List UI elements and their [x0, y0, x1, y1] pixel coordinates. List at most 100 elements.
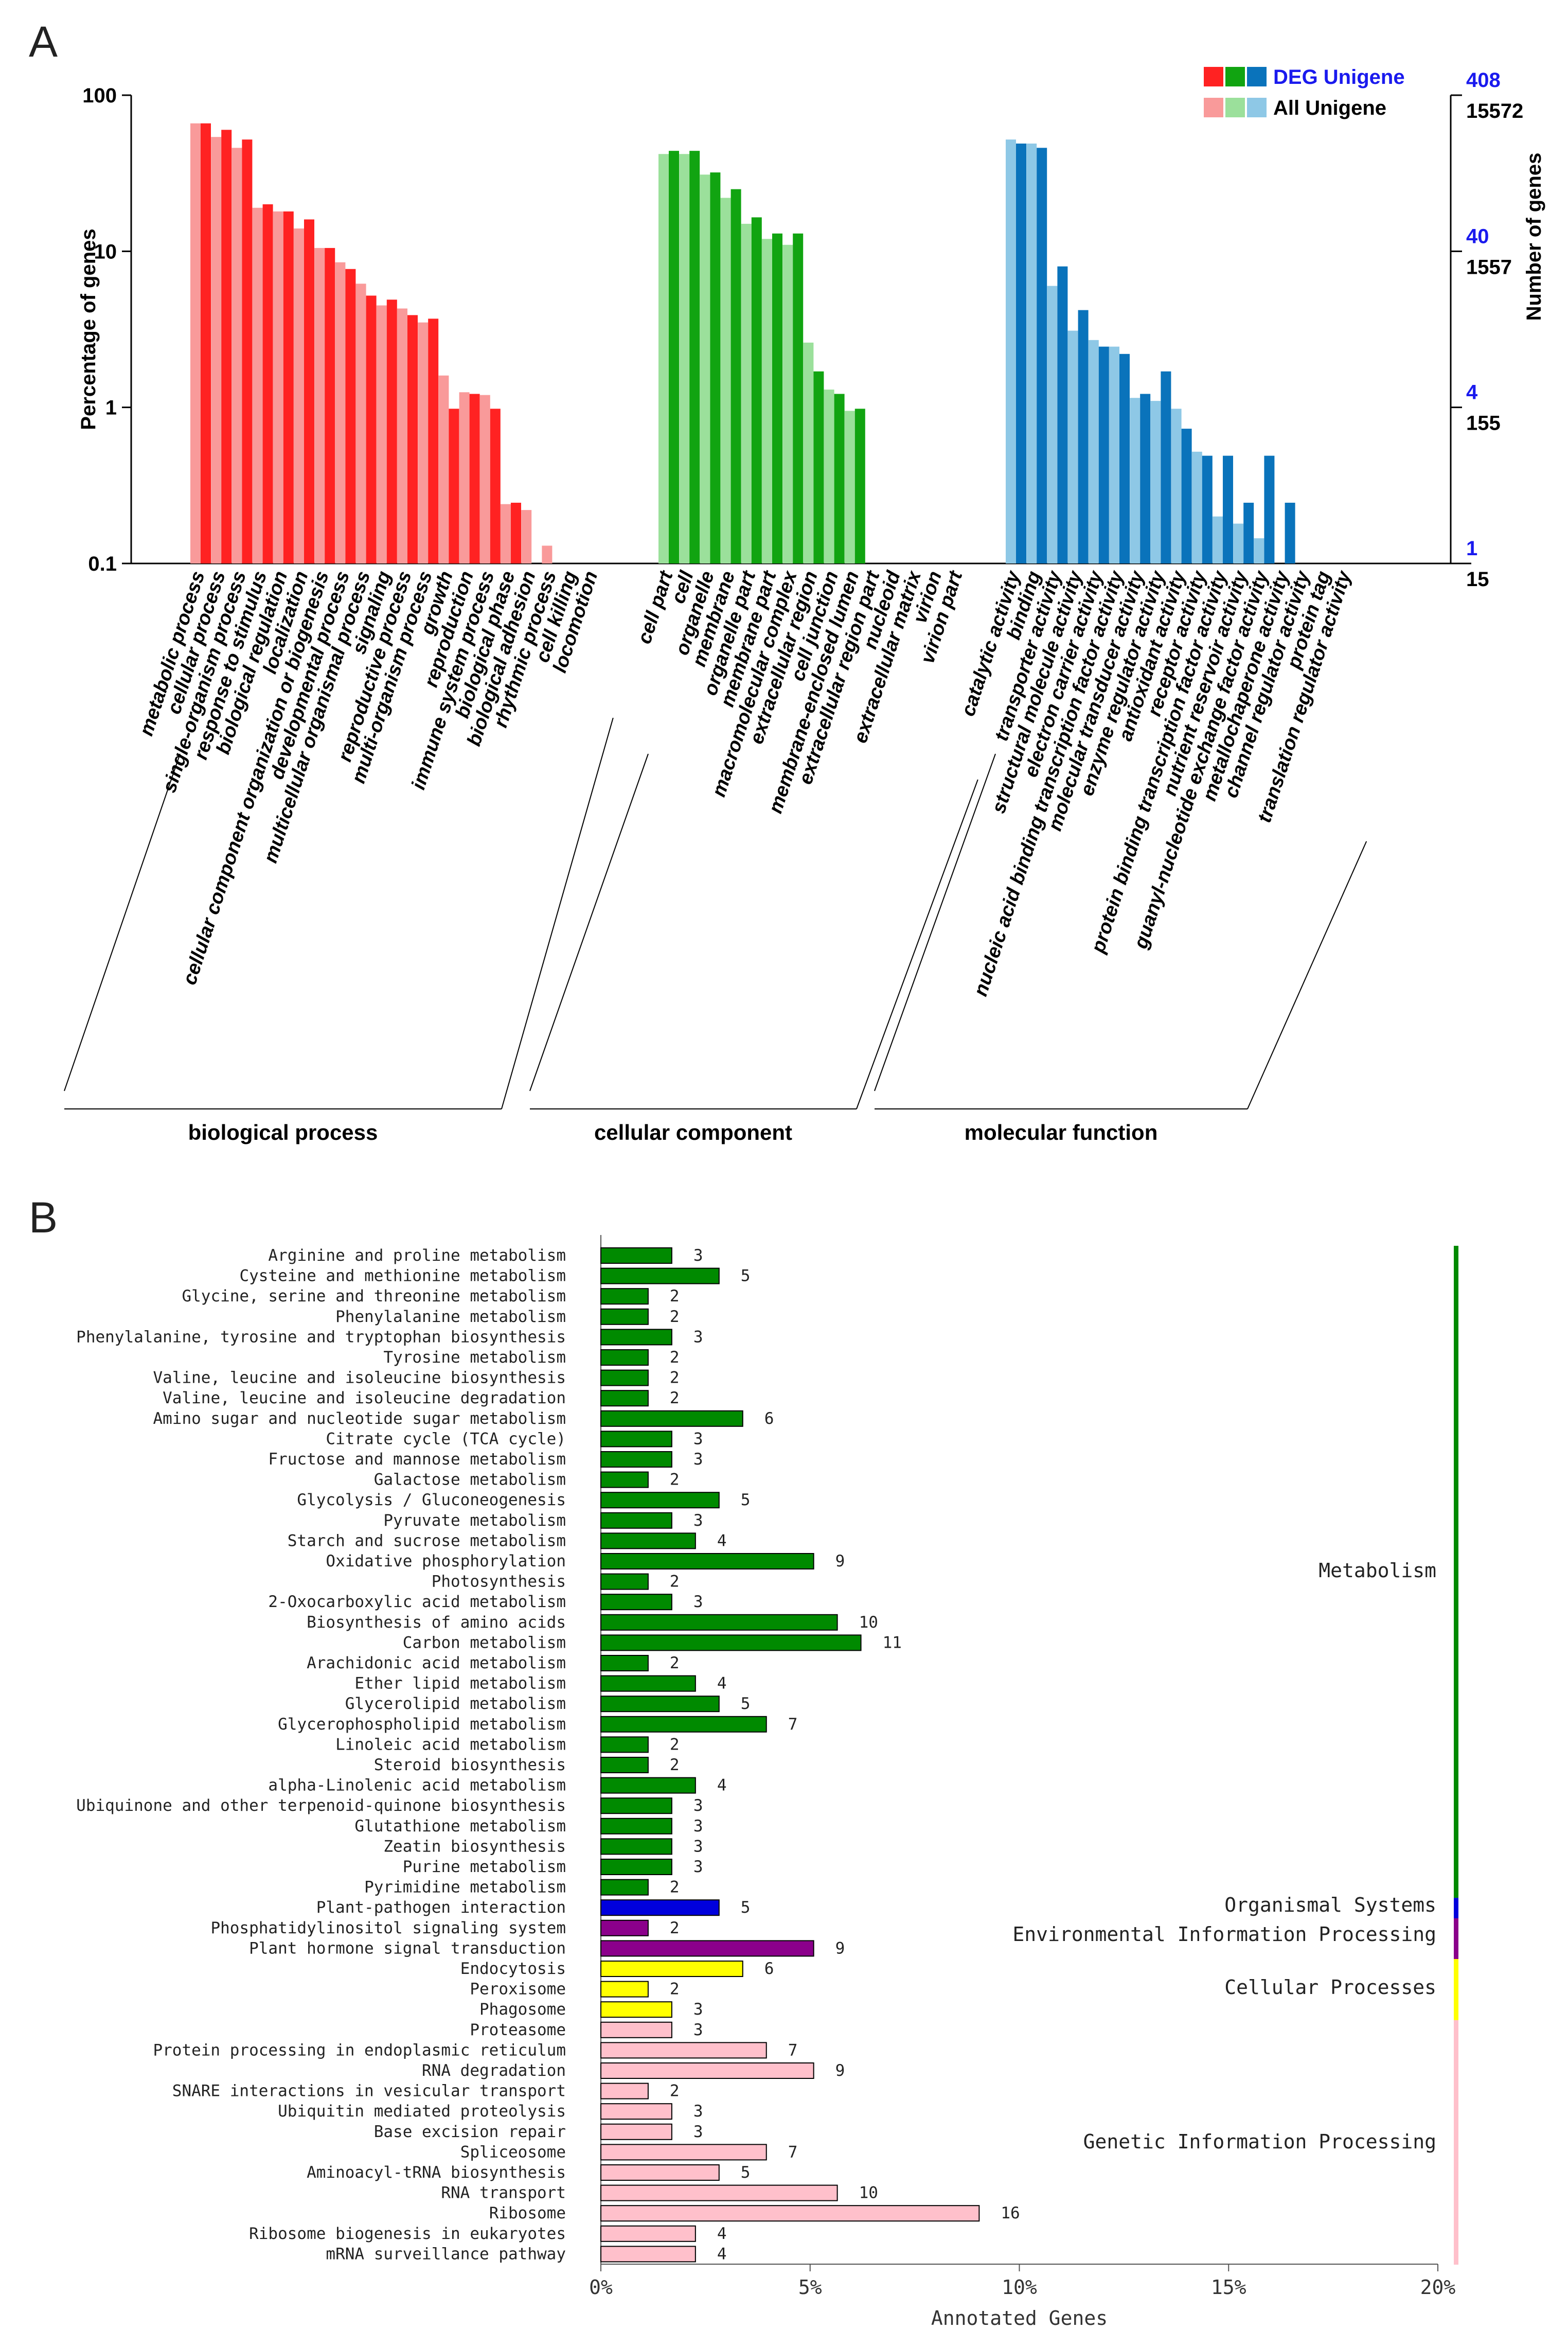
kegg-count-label: 6 [764, 1960, 774, 1978]
y2-axis-title: Number of genes [1523, 153, 1545, 321]
kegg-row-valine-leucine-and-isoleucine-degradation: Valine, leucine and isoleucine degradati… [163, 1389, 679, 1407]
bar-all-antioxidant-activity [1171, 409, 1182, 563]
kegg-bar [600, 2123, 672, 2140]
bar-deg-organelle-part [751, 217, 762, 564]
bar-deg-guanyl-nucleotide-exchange-factor-activity [1264, 455, 1275, 563]
bar-deg-multi-organism-process [428, 319, 439, 563]
bar-deg-binding [1037, 148, 1047, 564]
kegg-pathway-label: Tyrosine metabolism [383, 1348, 566, 1367]
kegg-pathway-label: 2-Oxocarboxylic acid metabolism [268, 1593, 566, 1611]
bar-all-structural-molecule-activity [1067, 330, 1078, 563]
bar-all-nucleic-acid-binding-transcription-factor-activity [1109, 346, 1119, 563]
kegg-pathway-label: Protein processing in endoplasmic reticu… [153, 2041, 566, 2059]
kegg-bar [600, 2205, 980, 2222]
kegg-count-label: 2 [670, 1287, 680, 1305]
kegg-count-label: 2 [670, 1654, 680, 1672]
kegg-bar [600, 1329, 672, 1346]
kegg-count-label: 5 [741, 1898, 751, 1917]
bar-all-multi-organism-process [418, 322, 429, 563]
kegg-pathway-label: Biosynthesis of amino acids [307, 1613, 566, 1632]
kegg-x-tick-label: 5% [798, 2276, 822, 2299]
kegg-bar [600, 2001, 672, 2018]
bar-all-signaling [376, 305, 387, 563]
kegg-bar [600, 1696, 720, 1713]
kegg-row-protein-processing-in-endoplasmic-reticulum: Protein processing in endoplasmic reticu… [153, 2041, 797, 2059]
kegg-count-label: 6 [764, 1409, 774, 1428]
bar-deg-localization [304, 219, 314, 563]
kegg-row-valine-leucine-and-isoleucine-biosynthesis: Valine, leucine and isoleucine biosynthe… [153, 1369, 679, 1387]
legend-swatch-deg [1225, 67, 1245, 86]
bar-all-membrane [720, 198, 731, 564]
kegg-pathway-label: Arginine and proline metabolism [268, 1246, 566, 1265]
kegg-count-label: 5 [741, 1491, 751, 1509]
kegg-bar [600, 1899, 720, 1916]
kegg-count-label: 4 [717, 1674, 727, 1693]
kegg-bar [600, 1838, 672, 1855]
bar-deg-membrane-part [772, 233, 782, 563]
kegg-category-label-cellular-processes: Cellular Processes [1224, 1976, 1436, 1999]
bar-all-guanyl-nucleotide-exchange-factor-activity [1254, 538, 1264, 563]
kegg-count-label: 3 [693, 1246, 703, 1265]
kegg-row-base-excision-repair: Base excision repair 3 [374, 2123, 703, 2141]
kegg-row-pyruvate-metabolism: Pyruvate metabolism 3 [383, 1511, 703, 1530]
kegg-count-label: 4 [717, 2225, 727, 2243]
y2-tick-label-all: 15572 [1466, 100, 1523, 122]
kegg-row-peroxisome: Peroxisome 2 [470, 1980, 679, 1999]
kegg-pathway-label: Ribosome [489, 2204, 566, 2222]
kegg-pathway-label: Arachidonic acid metabolism [307, 1654, 566, 1672]
bar-all-extracellular-region [803, 342, 814, 563]
bar-all-cellular-component-organization-or-biogenesis [314, 248, 325, 564]
panel-a-label: A [29, 17, 58, 66]
kegg-row-carbon-metabolism: Carbon metabolism 11 [403, 1633, 902, 1652]
bar-all-immune-system-process [479, 395, 490, 563]
kegg-row-fructose-and-mannose-metabolism: Fructose and mannose metabolism 3 [268, 1450, 703, 1469]
kegg-pathway-label: Plant-pathogen interaction [316, 1898, 566, 1917]
bar-all-catalytic-activity [1006, 139, 1016, 564]
bar-deg-nutrient-reservoir-activity [1243, 502, 1254, 563]
kegg-category-bar-organismal-systems [1454, 1898, 1458, 1920]
kegg-pathway-label: Plant hormone signal transduction [249, 1939, 566, 1957]
kegg-bar [600, 2042, 767, 2059]
kegg-bar [600, 2225, 696, 2242]
legend-swatch-all [1225, 98, 1245, 117]
bar-all-membrane-part [762, 239, 772, 563]
kegg-count-label: 2 [670, 1878, 680, 1897]
kegg-category-bar-metabolism [1454, 1246, 1458, 1898]
kegg-bar [600, 1247, 672, 1264]
y2-tick-label-all: 1557 [1466, 256, 1512, 278]
kegg-bar [600, 2062, 814, 2079]
kegg-row-purine-metabolism: Purine metabolism 3 [403, 1858, 703, 1876]
kegg-bar [600, 1369, 649, 1386]
kegg-count-label: 2 [670, 2082, 680, 2101]
kegg-bar [600, 1859, 672, 1875]
kegg-count-label: 7 [788, 2041, 798, 2059]
kegg-bar [600, 1879, 649, 1896]
bar-all-enzyme-regulator-activity [1150, 401, 1161, 563]
bar-deg-metabolic-process [201, 123, 211, 563]
kegg-bar [600, 2144, 767, 2161]
kegg-pathway-label: Glycerolipid metabolism [345, 1695, 566, 1713]
kegg-row-spliceosome: Spliceosome 7 [460, 2143, 798, 2161]
bar-all-metabolic-process [190, 123, 201, 563]
kegg-bar [600, 1919, 649, 1936]
kegg-bar [600, 1817, 672, 1834]
bar-deg-single-organism-process [242, 139, 253, 564]
kegg-pathway-label: Endocytosis [460, 1960, 566, 1978]
kegg-bar [600, 1492, 720, 1509]
kegg-pathway-label: Steroid biosynthesis [374, 1756, 566, 1774]
kegg-count-label: 3 [693, 1796, 703, 1815]
kegg-row-glycerophospholipid-metabolism: Glycerophospholipid metabolism 7 [278, 1715, 797, 1734]
kegg-count-label: 2 [670, 1573, 680, 1591]
bar-all-binding [1026, 143, 1037, 563]
kegg-row-galactose-metabolism: Galactose metabolism 2 [374, 1471, 680, 1489]
kegg-row-phenylalanine-tyrosine-and-tryptophan-biosynthesis: Phenylalanine, tyrosine and tryptophan b… [76, 1328, 703, 1346]
kegg-count-label: 2 [670, 1308, 680, 1326]
kegg-bar [600, 1634, 862, 1651]
kegg-row-snare-interactions-in-vesicular-transport: SNARE interactions in vesicular transpor… [172, 2082, 680, 2101]
kegg-pathway-label: Pyrimidine metabolism [364, 1878, 566, 1897]
bar-all-protein-binding-transcription-factor-activity [1213, 516, 1223, 563]
kegg-category-label-metabolism: Metabolism [1318, 1559, 1436, 1582]
bar-deg-biological-phase [511, 502, 521, 563]
kegg-count-label: 4 [717, 1776, 727, 1795]
